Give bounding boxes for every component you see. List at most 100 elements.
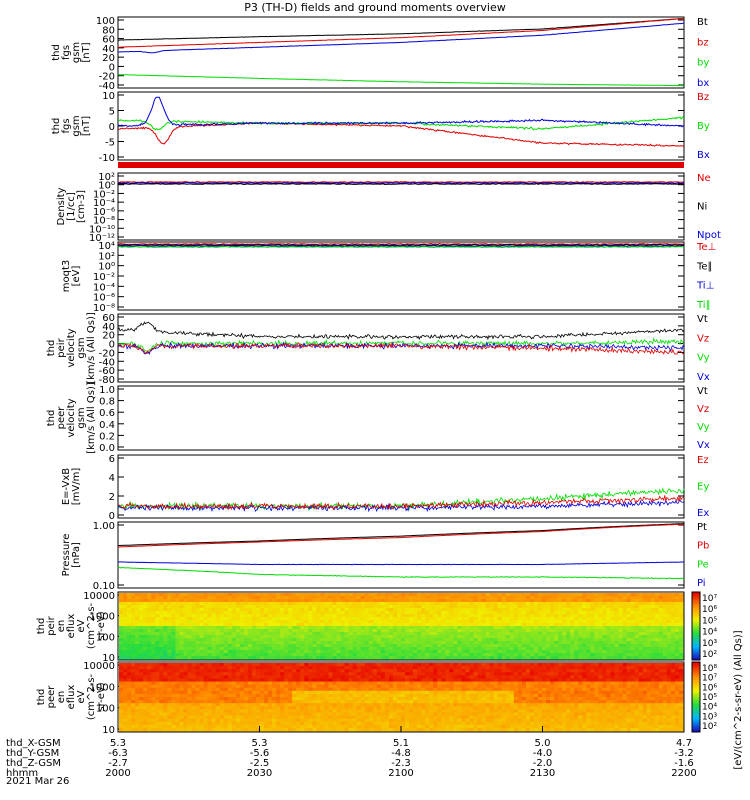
spectrogram-cell [320, 644, 325, 648]
spectrogram-cell [368, 602, 374, 606]
spectrogram-cell [300, 666, 305, 670]
spectrogram-cell [183, 706, 188, 710]
spectrogram-cell [356, 656, 362, 660]
spectrogram-cell [123, 641, 128, 645]
spectrogram-cell [191, 669, 196, 673]
spectrogram-cell [413, 641, 418, 645]
spectrogram-cell [388, 681, 394, 686]
spectrogram-cell [396, 715, 402, 720]
spectrogram-cell [207, 715, 213, 720]
spectrogram-cell [409, 678, 414, 682]
spectrogram-cell [280, 605, 285, 609]
spectrogram-cell [147, 593, 152, 597]
spectrogram-cell [296, 724, 301, 729]
spectrogram-cell [219, 626, 225, 630]
spectrogram-cell [401, 663, 406, 667]
spectrogram-cell [175, 617, 180, 621]
spectrogram-cell [642, 602, 648, 606]
spectrogram-cell [521, 644, 527, 648]
spectrogram-cell [348, 620, 354, 624]
spectrogram-cell [264, 672, 269, 676]
spectrogram-cell [413, 663, 418, 667]
spectrogram-cell [489, 602, 495, 606]
spectrogram-cell [413, 617, 418, 621]
spectrogram-cell [542, 620, 547, 624]
spectrogram-cell [207, 697, 213, 701]
spectrogram-cell [360, 638, 366, 642]
spectrogram-cell [401, 596, 406, 600]
spectrogram-cell [497, 641, 503, 645]
spectrogram-cell [546, 599, 551, 603]
spectrogram-cell [376, 703, 382, 707]
spectrogram-cell [131, 675, 136, 679]
spectrogram-cell [340, 647, 345, 651]
spectrogram-cell [481, 605, 486, 609]
spectrogram-cell [179, 629, 184, 633]
spectrogram-cell [493, 650, 499, 654]
spectrogram-cell [614, 593, 619, 597]
spectrogram-cell [590, 644, 595, 648]
spectrogram-cell [207, 727, 213, 732]
spectrogram-cell [469, 632, 474, 636]
spectrogram-cell [268, 617, 273, 621]
spectrogram-cell [376, 608, 382, 612]
spectrogram-cell [288, 718, 293, 723]
spectrogram-cell [324, 690, 329, 695]
spectrogram-cell [417, 629, 422, 633]
spectrogram-cell [602, 617, 607, 621]
spectrogram-cell [493, 596, 499, 600]
spectrogram-cell [384, 678, 390, 682]
spectrogram-cell [231, 623, 237, 627]
spectrogram-cell [372, 718, 378, 723]
spectrogram-cell [650, 653, 656, 657]
spectrogram-cell [199, 617, 204, 621]
spectrogram-cell [405, 712, 410, 716]
spectrogram-cell [602, 614, 607, 618]
spectrogram-cell [268, 611, 273, 615]
spectrogram-cell [340, 724, 345, 729]
spectrogram-cell [119, 647, 124, 651]
spectrogram-cell [634, 599, 640, 603]
spectrogram-cell [147, 715, 152, 720]
spectrogram-cell [626, 617, 632, 621]
spectrogram-cell [276, 697, 281, 701]
spectrogram-cell [143, 675, 148, 679]
spectrogram-cell [135, 703, 140, 707]
spectrogram-cell [127, 602, 132, 606]
spectrogram-cell [280, 647, 285, 651]
spectrogram-cell [392, 727, 398, 732]
spectrogram-cell [485, 647, 491, 651]
spectrogram-cell [509, 626, 515, 630]
spectrogram-cell [219, 596, 225, 600]
spectrogram-cell [594, 650, 599, 654]
spectrogram-cell [586, 656, 591, 660]
spectrogram-cell [401, 718, 406, 723]
spectrogram-cell [163, 656, 168, 660]
spectrogram-cell [348, 687, 354, 692]
spectrogram-cell [151, 638, 156, 642]
spectrogram-cell [203, 672, 209, 676]
spectrogram-cell [384, 703, 390, 707]
spectrogram-cell [243, 623, 249, 627]
spectrogram-cell [473, 620, 478, 624]
spectrogram-cell [602, 599, 607, 603]
spectrogram-cell [364, 724, 370, 729]
spectrogram-cell [380, 681, 386, 686]
spectrogram-cell [159, 721, 164, 726]
spectrogram-cell [191, 715, 196, 720]
spectrogram-cell [509, 596, 515, 600]
spectrogram-cell [255, 690, 261, 695]
spectrogram-cell [421, 617, 426, 621]
spectrogram-cell [127, 709, 132, 713]
spectrogram-cell [542, 599, 547, 603]
spectrogram-cell [646, 608, 652, 612]
spectrogram-cell [272, 706, 277, 710]
spectrogram-cell [405, 672, 410, 676]
spectrogram-cell [268, 663, 273, 667]
spectrogram-cell [219, 703, 225, 707]
spectrogram-cell [598, 641, 603, 645]
spectrogram-cell [662, 644, 668, 648]
spectrogram-cell [151, 663, 156, 667]
spectrogram-cell [219, 697, 225, 701]
spectrogram-cell [662, 605, 668, 609]
